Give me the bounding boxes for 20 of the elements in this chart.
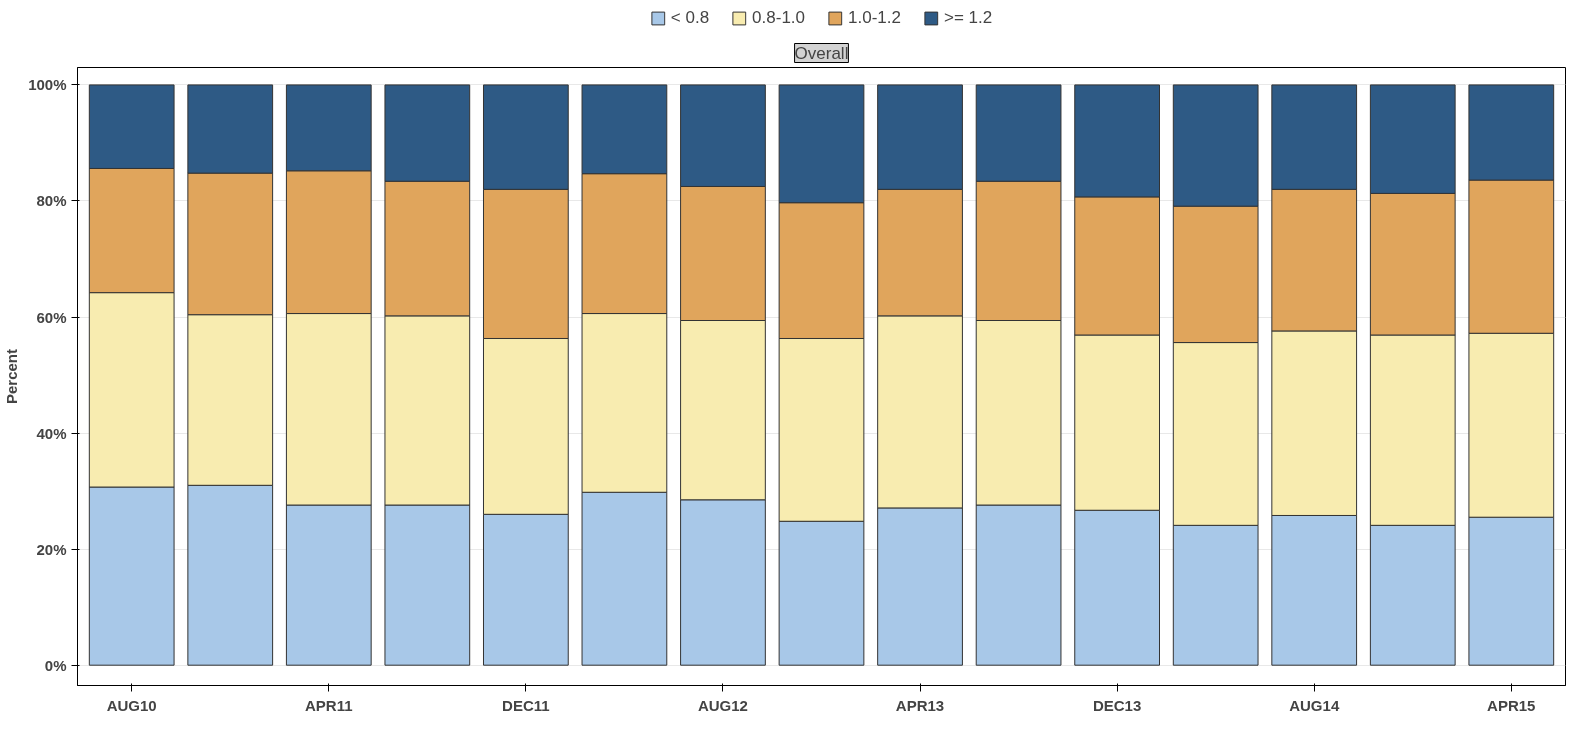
y-tick-label: 20% xyxy=(36,540,67,558)
x-tick-label: AUG14 xyxy=(1289,696,1340,714)
x-tick-label: AUG12 xyxy=(697,696,748,714)
legend-label: 1.0-1.2 xyxy=(848,8,901,28)
y-axis-title: Percent xyxy=(3,348,21,405)
legend-label: 0.8-1.0 xyxy=(752,8,806,28)
legend-label: >= 1.2 xyxy=(943,8,993,28)
x-tick-label: AUG10 xyxy=(106,696,157,714)
y-tick-label: 40% xyxy=(36,424,67,442)
legend-label: < 0.8 xyxy=(670,8,710,28)
y-tick-label: 80% xyxy=(36,192,67,210)
x-tick-label: APR11 xyxy=(305,696,353,714)
x-tick-label: APR15 xyxy=(1487,696,1536,714)
x-tick-label: DEC11 xyxy=(502,696,550,714)
x-tick-label: DEC13 xyxy=(1092,696,1142,714)
y-tick-label: 0% xyxy=(44,656,67,674)
y-tick-label: 100% xyxy=(28,76,67,94)
x-tick-label: APR13 xyxy=(895,696,945,714)
chart-subtitle: Overall xyxy=(794,43,849,63)
y-tick-label: 60% xyxy=(36,308,67,326)
